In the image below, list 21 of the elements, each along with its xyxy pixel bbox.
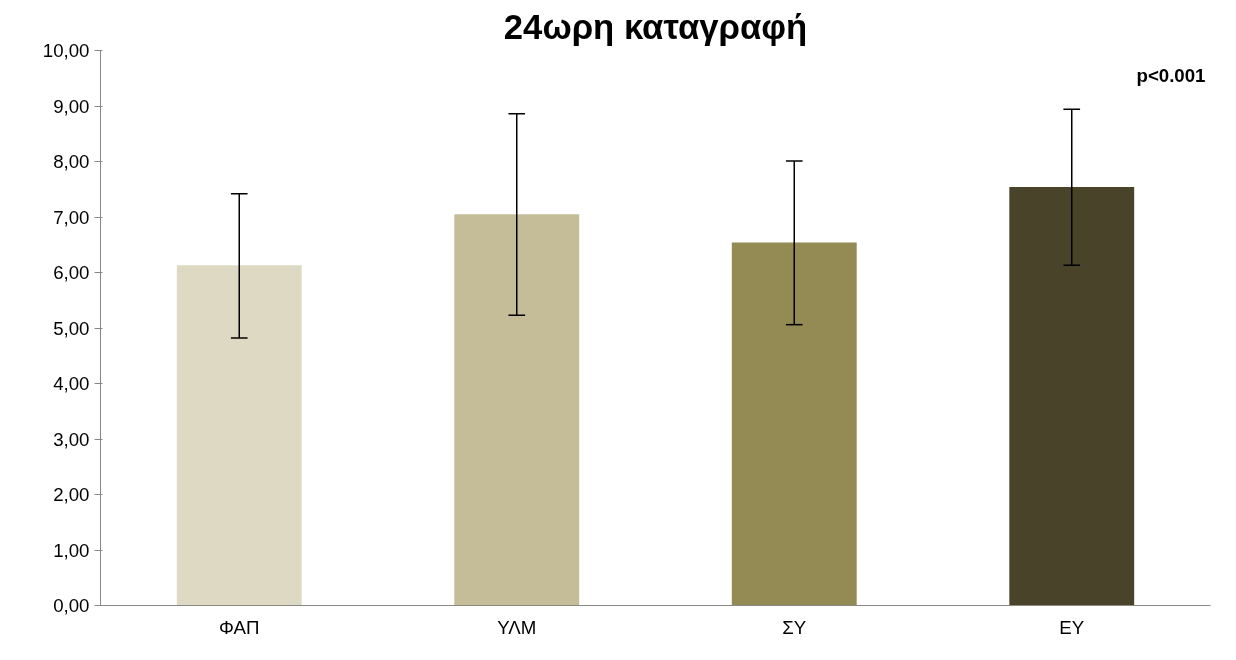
x-tick-label: ΦΑΠ [219,616,260,638]
x-tick-label: ΥΛΜ [497,616,537,638]
bar [176,265,302,606]
y-tick-label: 4,00 [53,373,90,394]
y-tick-label: 7,00 [53,206,90,228]
bar [731,242,857,606]
y-tick-label: 5,00 [53,317,90,339]
y-tick-label: 9,00 [53,95,90,117]
y-tick-label: 3,00 [53,428,90,450]
x-tick-label: ΣΥ [782,616,807,638]
annotation: p<0.001 [1136,64,1206,86]
y-tick-label: 10,00 [42,40,90,61]
y-tick-label: 1,00 [53,539,90,561]
x-tick-label: ΕΥ [1059,616,1085,638]
y-tick-label: 6,00 [53,262,90,283]
y-tick-label: 2,00 [53,484,90,505]
bar [454,214,580,606]
bar [1009,187,1135,606]
chart-title: 24ωρη καταγραφή [503,7,808,46]
y-tick-label: 8,00 [53,151,90,172]
y-tick-label: 0,00 [53,595,90,616]
